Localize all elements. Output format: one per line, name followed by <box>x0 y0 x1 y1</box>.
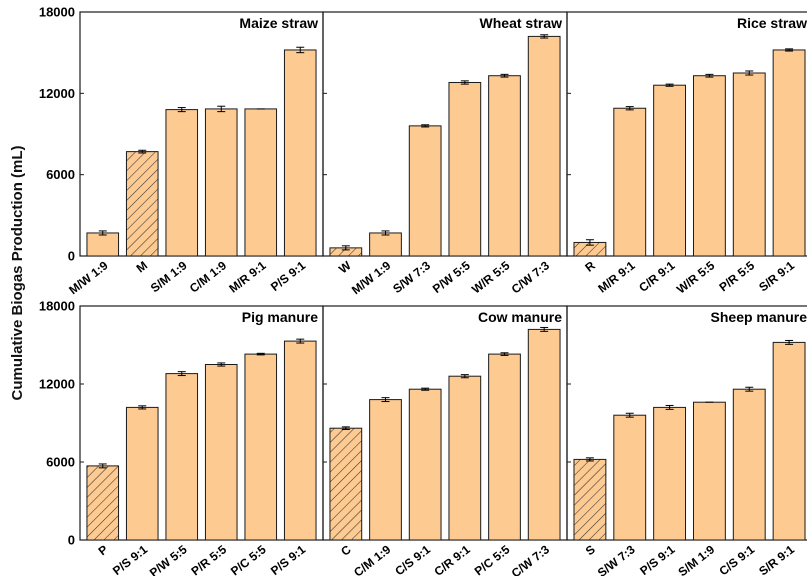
bar <box>573 458 607 541</box>
panel-frame <box>566 305 807 541</box>
x-tick-label: M/R 9:1 <box>595 258 638 296</box>
y-tick-label: 12000 <box>39 377 75 392</box>
y-tick-label: 6000 <box>46 455 75 470</box>
panel-title: Maize straw <box>239 15 318 31</box>
bar <box>448 375 482 541</box>
bar <box>165 109 199 257</box>
bar <box>204 108 238 257</box>
bar <box>204 364 238 541</box>
bar <box>165 373 199 541</box>
x-tick-label: P <box>96 542 111 558</box>
x-tick-label: S/M 1:9 <box>148 258 190 295</box>
x-tick-label: C <box>338 542 354 559</box>
panel-title: Sheep manure <box>711 309 807 325</box>
bar <box>613 414 647 541</box>
bar <box>86 232 120 257</box>
x-tick-label: M/W 1:9 <box>66 258 111 297</box>
bar <box>125 151 159 257</box>
x-tick-label: P/C 5:5 <box>228 542 269 576</box>
bar <box>369 399 402 541</box>
x-tick-label: W/R 5:5 <box>674 258 718 296</box>
x-tick-label: M/R 9:1 <box>226 258 269 296</box>
x-tick-label: P/R 5:5 <box>716 258 757 294</box>
bar <box>772 341 806 541</box>
bar <box>732 72 766 257</box>
x-tick-label: W <box>336 258 354 276</box>
x-tick-label: P/S 9:1 <box>637 542 677 576</box>
x-tick-label: C/R 9:1 <box>431 542 472 576</box>
x-tick-label: C/M 1:9 <box>187 258 230 296</box>
y-tick-label: 0 <box>68 249 75 264</box>
panel-title: Pig manure <box>242 309 318 325</box>
bar <box>329 427 363 541</box>
x-tick-label: P/S 9:1 <box>110 542 150 576</box>
bar <box>653 406 687 541</box>
y-tick-label: 12000 <box>39 86 75 101</box>
bar <box>408 125 442 257</box>
y-tick-label: 6000 <box>46 167 75 182</box>
x-tick-label: P/W 5:5 <box>147 542 190 576</box>
x-tick-label: P/R 5:5 <box>188 542 229 576</box>
bar <box>86 465 120 541</box>
x-tick-label: C/S 9:1 <box>716 542 757 576</box>
bar <box>283 340 317 541</box>
x-tick-label: W/R 5:5 <box>469 258 513 296</box>
panel-title: Cow manure <box>478 309 562 325</box>
panel-title: Wheat straw <box>480 15 563 31</box>
bar <box>527 328 561 541</box>
panel-frame <box>566 11 807 257</box>
bar <box>369 232 402 257</box>
bar <box>613 107 647 257</box>
bar <box>692 401 726 541</box>
bar <box>244 108 278 257</box>
x-tick-label: C/R 9:1 <box>636 258 677 295</box>
panel-wheat-straw: WM/W 1:9S/W 7:3P/W 5:5W/R 5:5C/W 7:3 Whea… <box>322 11 568 297</box>
bar <box>125 406 159 541</box>
panel-rice-straw: RM/R 9:1C/R 9:1W/R 5:5 P/R 5:5 S/R 9:1 Rice… <box>566 11 807 296</box>
bar <box>448 81 482 257</box>
y-tick-label: 18000 <box>39 5 75 20</box>
y-tick-label: 18000 <box>39 299 75 314</box>
panel-cow-manure: CC/M 1:9C/S 9:1C/R 9:1P/C 5:5C/W 7:3 Cow … <box>322 305 568 576</box>
bar <box>488 353 521 541</box>
bar <box>283 49 317 257</box>
bar <box>692 75 726 257</box>
x-tick-label: P/W 5:5 <box>430 258 473 296</box>
bar <box>244 353 278 541</box>
x-tick-label: M/W 1:9 <box>349 258 394 297</box>
x-tick-label: C/W 7:3 <box>509 542 553 576</box>
x-tick-label: S/R 9:1 <box>756 258 797 294</box>
x-tick-label: C/W 7:3 <box>509 258 553 296</box>
x-tick-label: M <box>134 258 150 275</box>
x-tick-label: C/S 9:1 <box>392 542 433 576</box>
x-tick-label: P/S 9:1 <box>268 542 308 576</box>
bar <box>653 84 687 257</box>
x-tick-label: S <box>583 542 598 558</box>
bar <box>732 388 766 541</box>
x-tick-label: S/R 9:1 <box>756 542 797 576</box>
bar <box>772 49 806 257</box>
x-tick-label: S/M 1:9 <box>676 542 718 576</box>
bar <box>408 388 442 541</box>
x-tick-label: P/C 5:5 <box>472 542 513 576</box>
x-tick-label: P/S 9:1 <box>268 258 308 294</box>
x-tick-label: S/W 7:3 <box>595 542 638 576</box>
y-tick-label: 0 <box>68 533 75 548</box>
x-tick-label: R <box>582 258 598 275</box>
bar <box>527 35 561 257</box>
panel-title: Rice straw <box>737 15 807 31</box>
bar <box>488 75 521 257</box>
x-tick-label: C/M 1:9 <box>351 542 394 576</box>
panel-sheep-manure: SS/W 7:3 P/S 9:1S/M 1:9 C/S 9:1 S/R 9:1 Shee… <box>566 305 807 576</box>
y-axis-title: Cumulative Biogas Production (mL) <box>9 145 26 400</box>
panel-maize-straw: 0 6000 12000 18000 M/W 1:9 MS/M 1:9C/M 1:9M/R… <box>39 5 324 297</box>
x-tick-label: S/W 7:3 <box>390 258 433 296</box>
